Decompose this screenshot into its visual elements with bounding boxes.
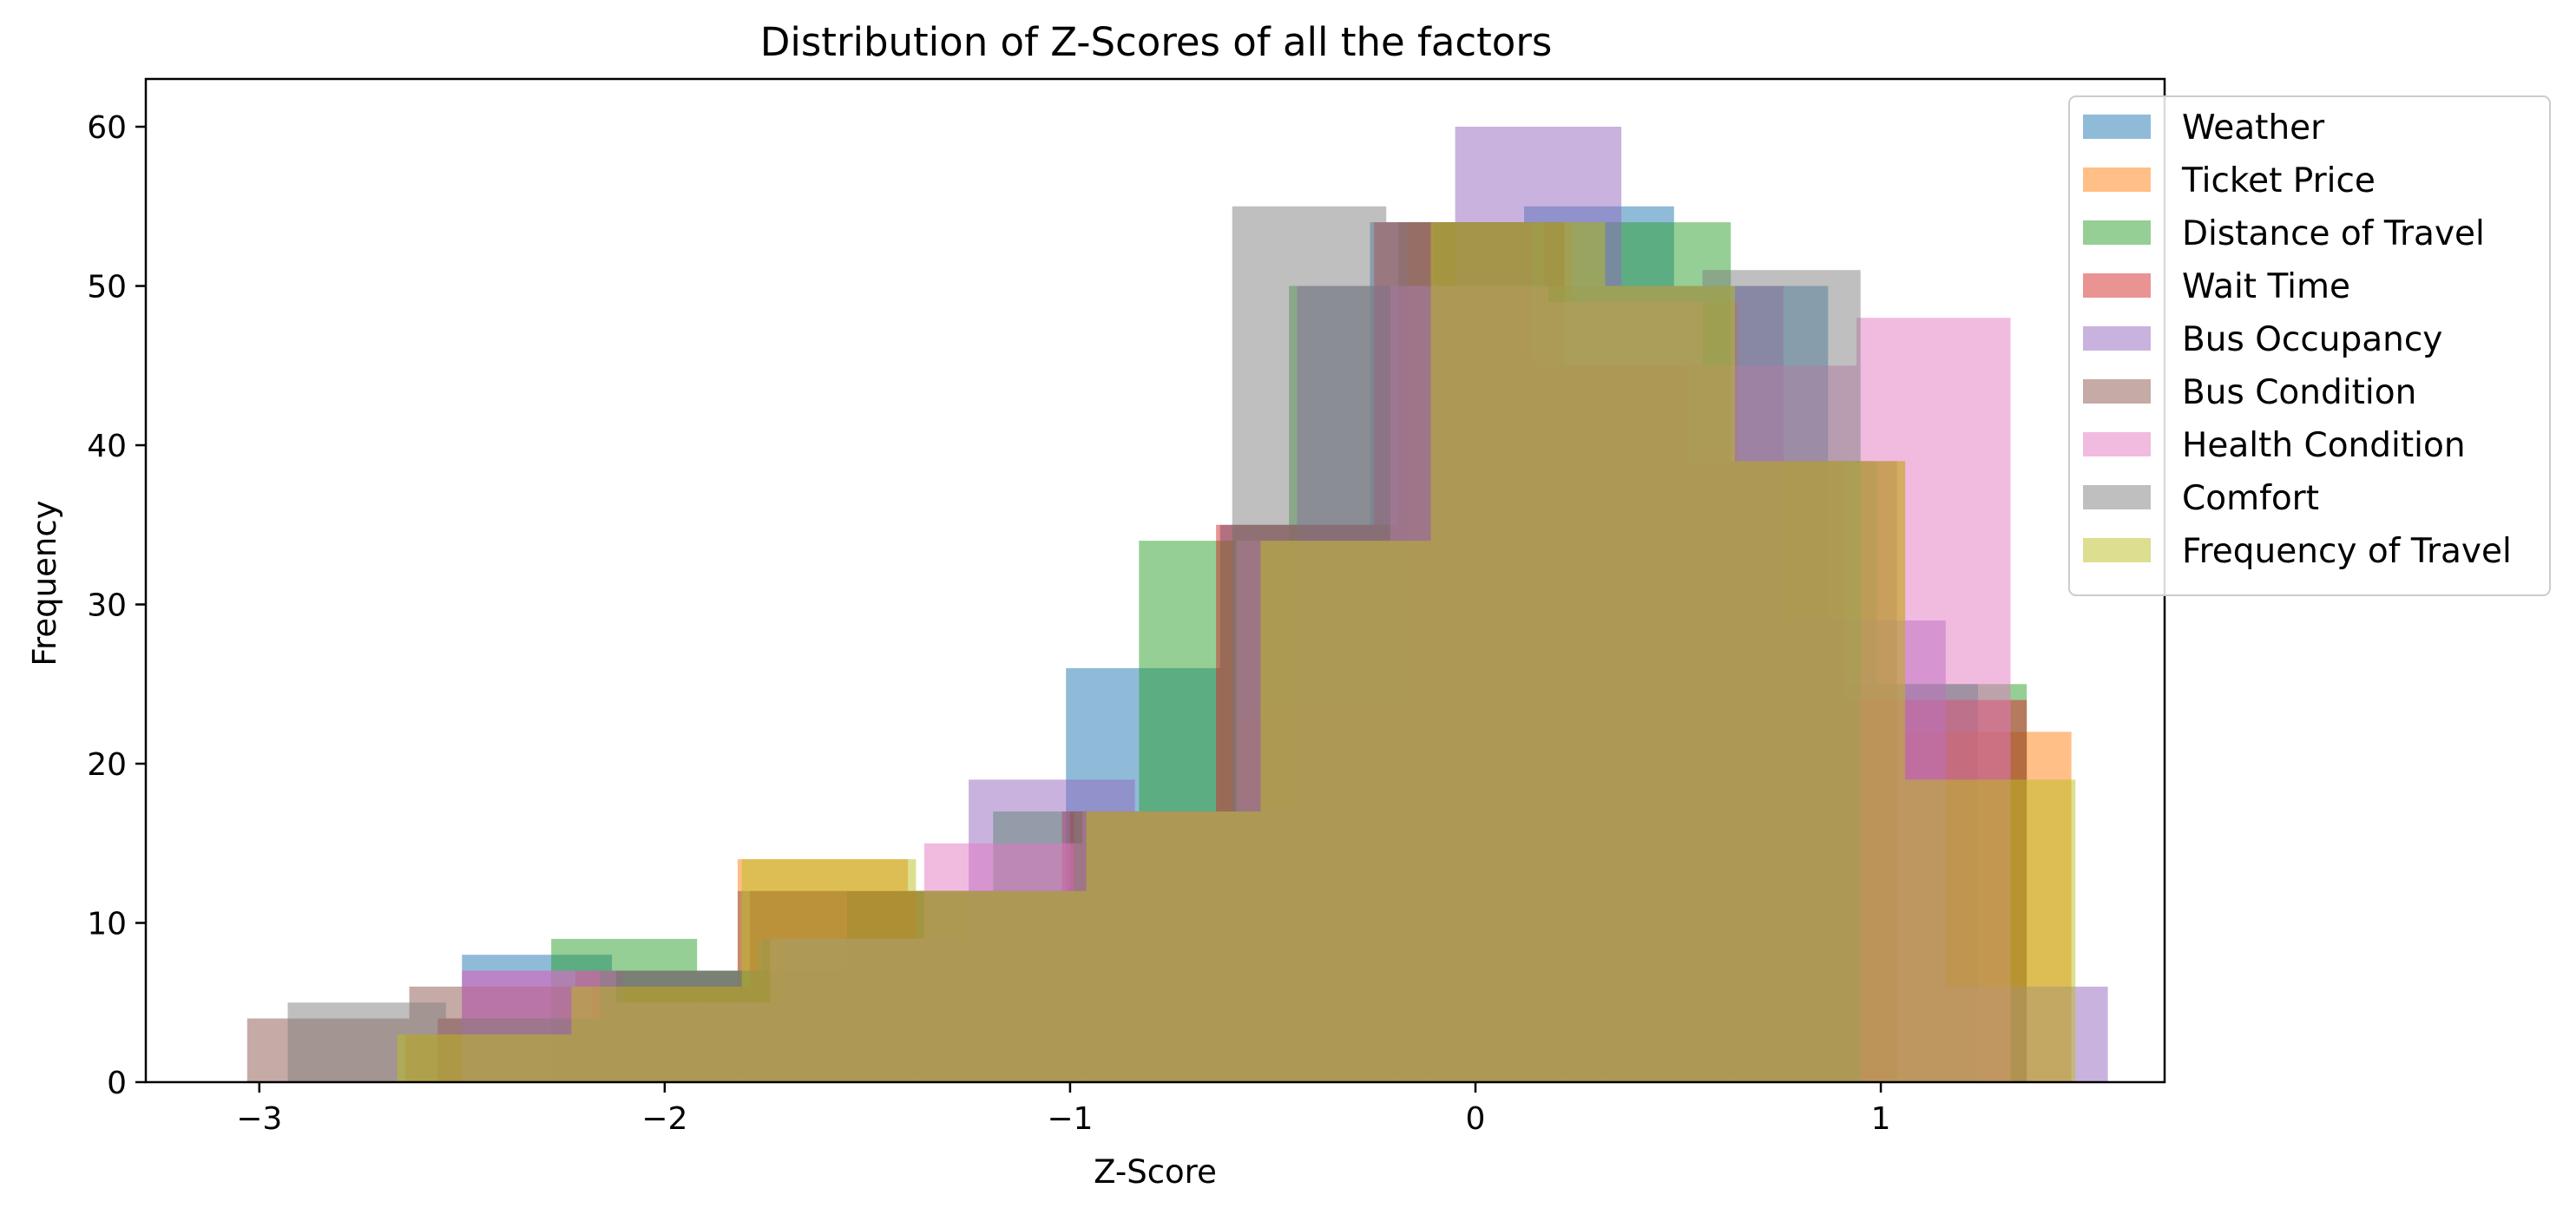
legend: Weather Ticket Price Distance of Travel Wai…: [2068, 95, 2551, 596]
y-axis: 0 10 20 30 40 50 60: [87, 110, 146, 1101]
series-8: [397, 222, 2076, 1082]
legend-frame: [2068, 95, 2551, 596]
x-tick-label-4: 1: [1871, 1101, 1891, 1137]
y-axis-label: Frequency: [26, 500, 63, 666]
x-axis-label: Z-Score: [1094, 1153, 1217, 1191]
x-tick-label-3: 0: [1466, 1101, 1486, 1137]
bar-series-8-bin-8: [1734, 461, 1906, 1082]
bar-series-8-bin-7: [1605, 286, 1735, 1082]
bar-series-8-bin-1: [571, 986, 742, 1082]
legend-swatch-6: [2083, 432, 2151, 456]
legend-swatch-5: [2083, 379, 2151, 404]
x-tick-label-2: −1: [1047, 1101, 1093, 1137]
legend-label-6: Health Condition: [2182, 426, 2466, 465]
y-tick-label-4: 40: [87, 429, 127, 464]
x-tick-label-1: −2: [641, 1101, 687, 1137]
y-tick-label-1: 10: [87, 907, 127, 942]
legend-swatch-8: [2083, 538, 2151, 562]
bar-series-8-bin-3: [916, 890, 1087, 1082]
plot-area: [246, 127, 2108, 1082]
legend-swatch-2: [2083, 220, 2151, 245]
bars-layer: [246, 127, 2108, 1082]
bar-series-8-bin-9: [1905, 779, 2076, 1082]
legend-label-8: Frequency of Travel: [2182, 532, 2512, 571]
bar-series-8-bin-5: [1260, 541, 1431, 1082]
y-tick-label-2: 20: [87, 747, 127, 783]
y-tick-label-6: 60: [87, 110, 127, 146]
bar-series-8-bin-2: [741, 859, 917, 1082]
y-tick-label-3: 30: [87, 588, 127, 624]
legend-swatch-7: [2083, 485, 2151, 509]
legend-swatch-3: [2083, 273, 2151, 298]
legend-label-2: Distance of Travel: [2182, 214, 2485, 253]
legend-swatch-4: [2083, 326, 2151, 351]
bar-series-8-bin-6: [1430, 222, 1606, 1082]
x-axis: −3 −2 −1 0 1: [236, 1082, 1891, 1137]
legend-swatch-1: [2083, 167, 2151, 192]
legend-label-4: Bus Occupancy: [2182, 320, 2442, 359]
legend-label-3: Wait Time: [2182, 267, 2350, 306]
x-tick-label-0: −3: [236, 1101, 282, 1137]
bar-series-8-bin-4: [1086, 811, 1261, 1082]
legend-label-1: Ticket Price: [2181, 161, 2376, 200]
legend-label-7: Comfort: [2182, 479, 2319, 518]
legend-label-0: Weather: [2182, 108, 2325, 148]
y-tick-label-5: 50: [87, 270, 127, 305]
legend-label-5: Bus Condition: [2182, 373, 2416, 412]
legend-swatch-0: [2083, 115, 2151, 139]
bar-series-8-bin-0: [397, 1034, 572, 1082]
chart-title: Distribution of Z-Scores of all the fact…: [760, 19, 1553, 65]
y-tick-label-0: 0: [107, 1066, 127, 1101]
